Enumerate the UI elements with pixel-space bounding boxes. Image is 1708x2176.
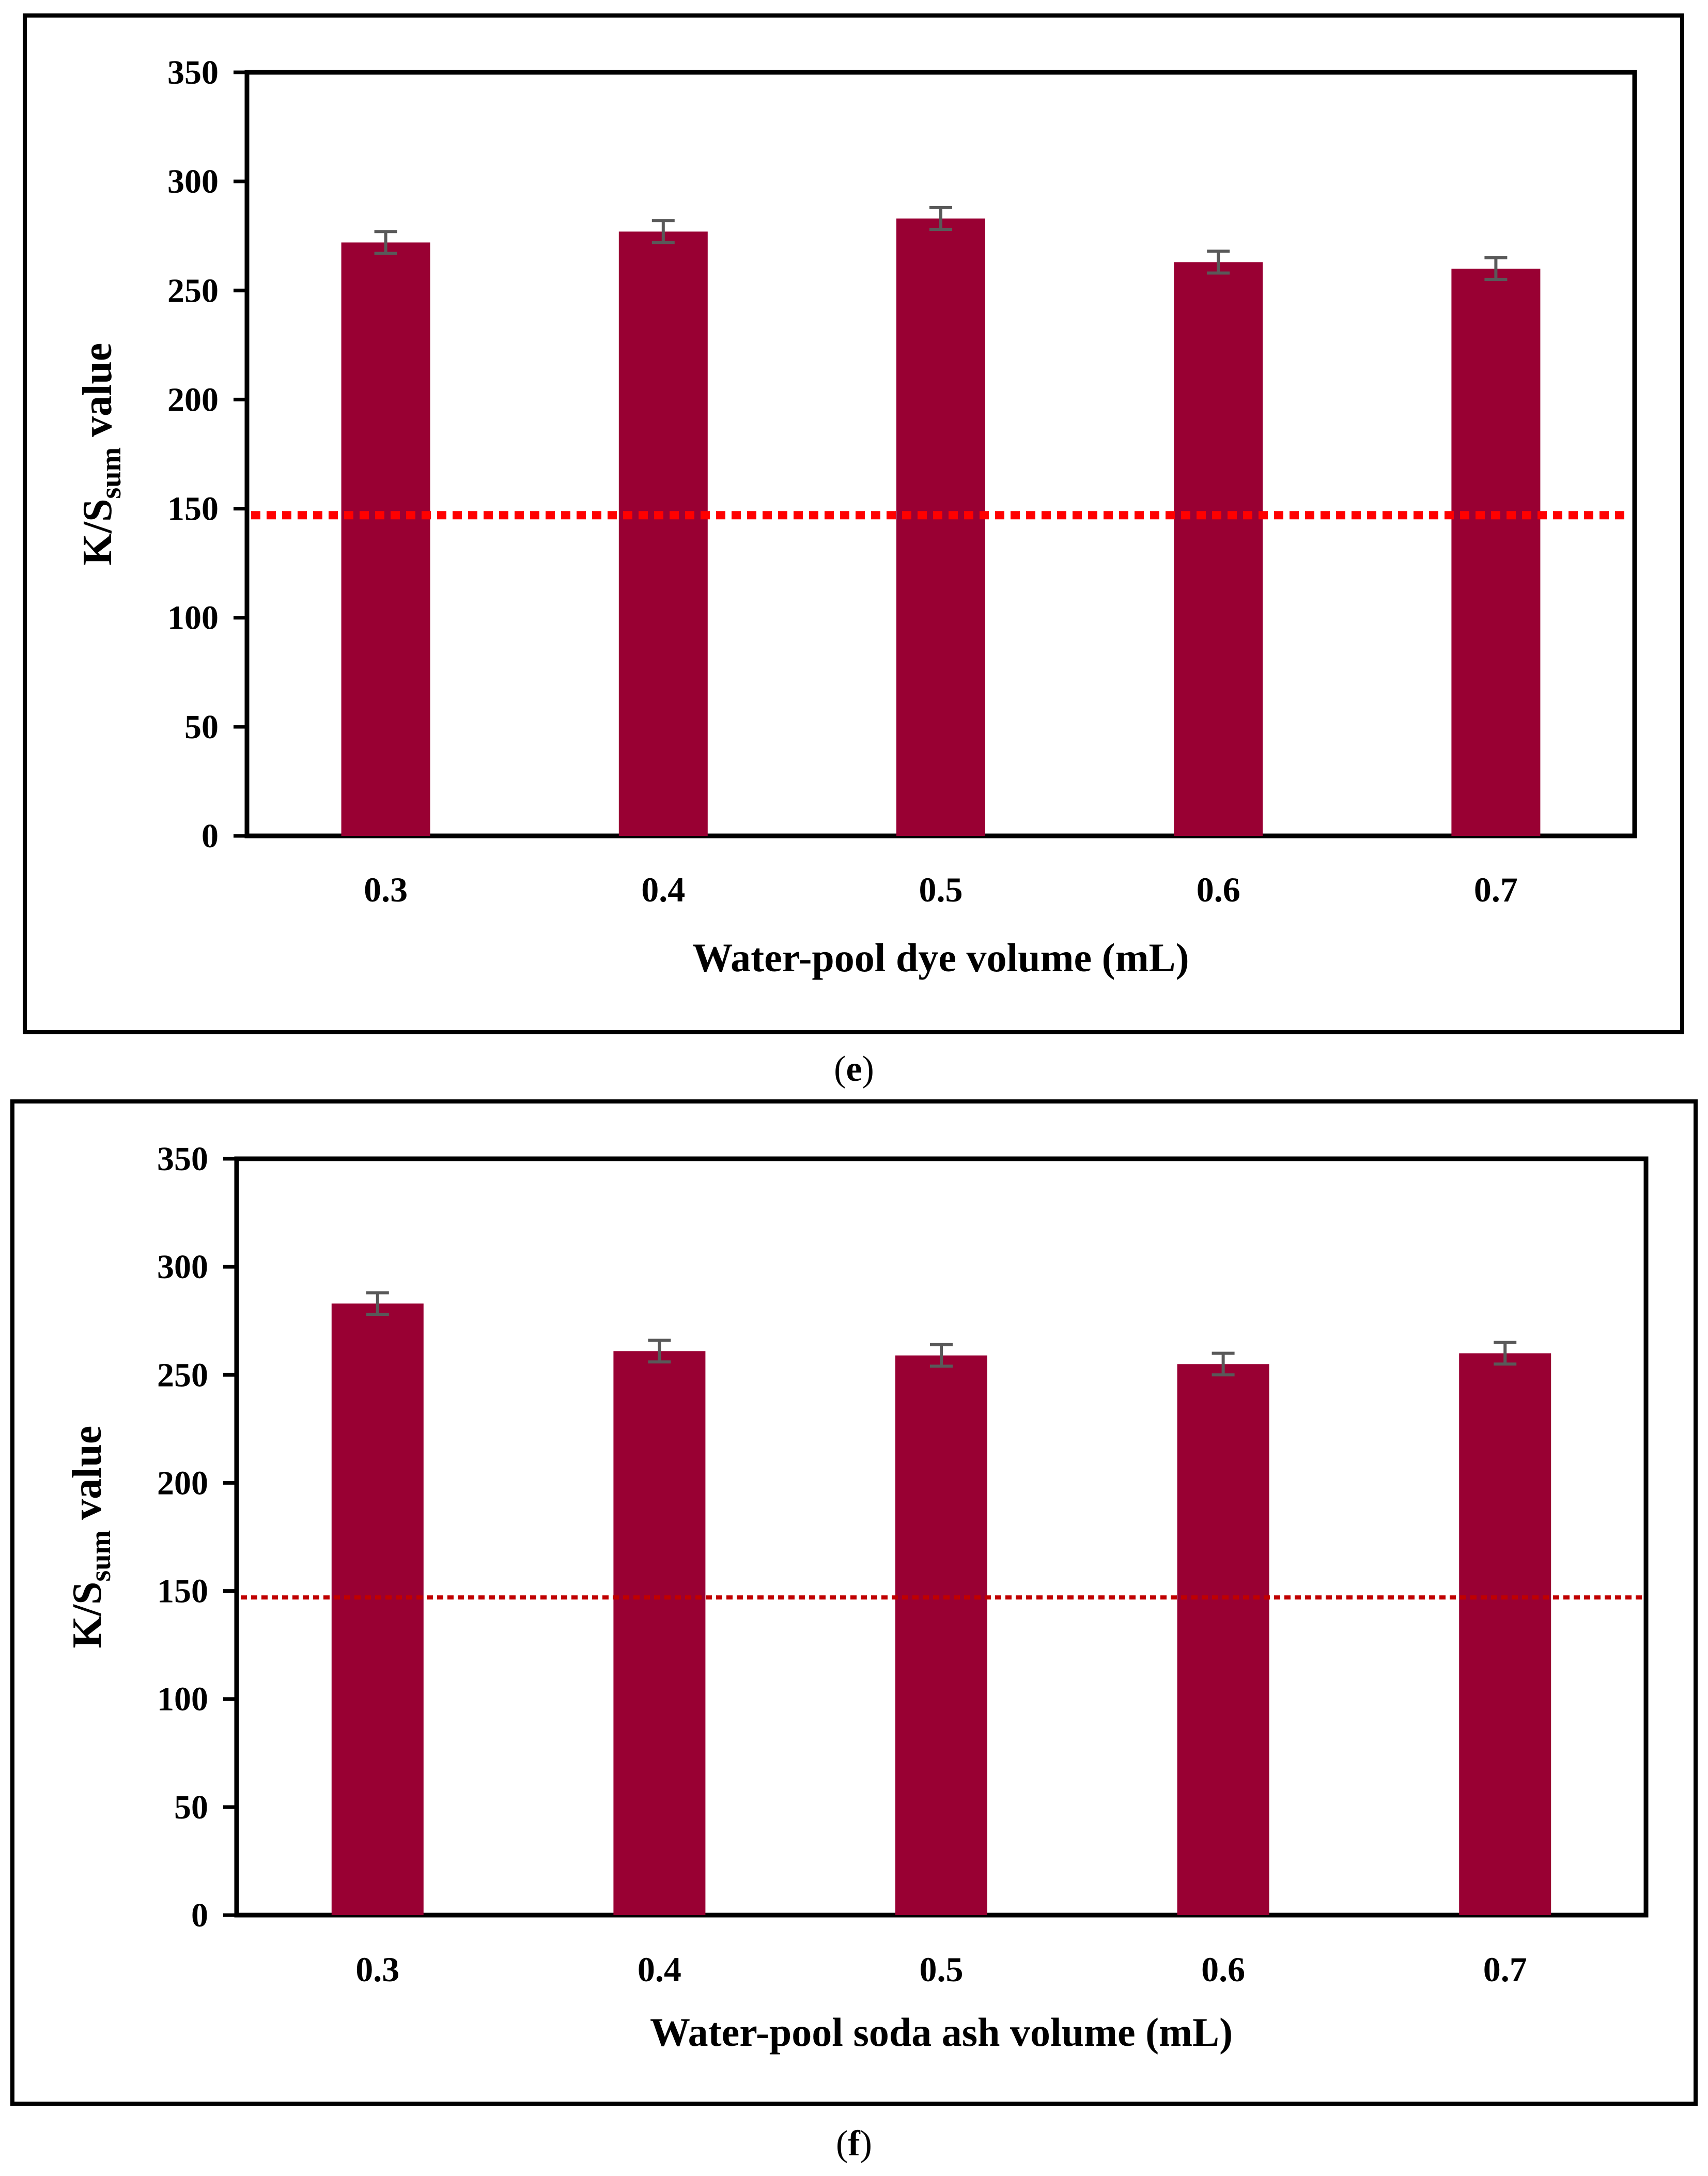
- y-tick-label: 100: [167, 599, 219, 637]
- x-tick-label: 0.6: [1197, 870, 1240, 909]
- y-axis-label: K/Ssum value: [75, 343, 127, 566]
- y-tick-label: 350: [167, 54, 219, 91]
- y-tick-label: 150: [157, 1573, 208, 1610]
- bar-0.6: [1177, 1364, 1269, 1915]
- x-tick-label: 0.3: [355, 1950, 399, 1989]
- chart-panel-e: 0 50 100 150 200 250 300 350 0.3 0.4 0.5 0.6 0.7 Wate…: [23, 13, 1684, 1034]
- x-tick-label: 0.4: [638, 1950, 681, 1989]
- y-tick-label: 200: [167, 381, 219, 418]
- y-tick-label: 150: [167, 490, 219, 528]
- bar-0.7: [1451, 269, 1541, 836]
- x-tick-label: 0.6: [1201, 1950, 1245, 1989]
- panel-frame: [23, 13, 1684, 1034]
- y-tick-label: 250: [167, 272, 219, 309]
- y-tick-label: 0: [191, 1897, 208, 1934]
- y-axis-label-subscript: sum: [95, 447, 127, 499]
- y-tick-label: 300: [157, 1248, 208, 1286]
- caption-letter-f: f: [848, 2124, 860, 2164]
- y-tick-label: 300: [167, 163, 219, 200]
- y-axis-label-main: K/S: [65, 1581, 110, 1648]
- x-axis-label: Water-pool dye volume (mL): [692, 935, 1189, 980]
- x-tick-label: 0.4: [641, 870, 685, 909]
- caption-letter-e: e: [846, 1049, 862, 1089]
- bar-0.4: [618, 231, 708, 836]
- x-axis-label: Water-pool soda ash volume (mL): [650, 2010, 1233, 2055]
- y-tick-label: 350: [157, 1140, 208, 1178]
- panel-frame: [10, 1099, 1698, 2106]
- y-tick-label: 50: [174, 1789, 208, 1826]
- x-tick-label: 0.3: [364, 870, 408, 909]
- y-tick-label: 0: [201, 817, 219, 855]
- x-tick-label: 0.7: [1474, 870, 1518, 909]
- y-axis-label-tail: value: [75, 343, 120, 447]
- bar-0.3: [341, 242, 430, 836]
- bar-0.5: [895, 1355, 987, 1915]
- y-axis-label-subscript: sum: [85, 1530, 117, 1582]
- y-axis-label-tail: value: [65, 1426, 110, 1530]
- y-axis-label-main: K/S: [75, 499, 120, 565]
- y-axis-label: K/Ssum value: [65, 1426, 117, 1649]
- bar-0.3: [331, 1303, 424, 1915]
- bar-0.7: [1459, 1353, 1551, 1915]
- bar-0.5: [896, 218, 985, 836]
- y-tick-label: 250: [157, 1356, 208, 1394]
- y-tick-label: 50: [184, 708, 219, 746]
- x-tick-label: 0.7: [1483, 1950, 1527, 1989]
- chart-panel-f: 0 50 100 150 200 250 300 350 0.3 0.4 0.5 0.6 0.7 Wate…: [10, 1099, 1698, 2106]
- y-tick-label: 100: [157, 1681, 208, 1718]
- x-tick-label: 0.5: [919, 870, 963, 909]
- caption-e: (e): [834, 1049, 874, 1089]
- bar-0.4: [613, 1351, 706, 1915]
- y-tick-label: 200: [157, 1464, 208, 1502]
- x-tick-label: 0.5: [920, 1950, 964, 1989]
- caption-f: (f): [836, 2124, 872, 2164]
- bar-0.6: [1174, 262, 1263, 836]
